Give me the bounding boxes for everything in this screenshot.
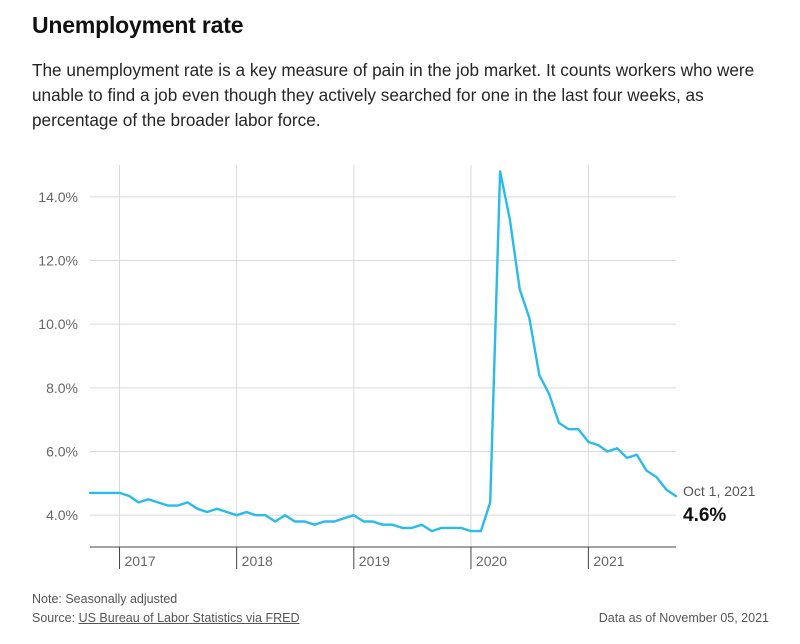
y-tick-label: 4.0% <box>46 507 78 523</box>
series-line <box>88 170 678 533</box>
y-axis-ticks: 4.0% 6.0% 8.0% 10.0% 12.0% 14.0% <box>38 189 78 523</box>
x-tick-label: 2020 <box>476 553 507 569</box>
end-annotation-value: 4.6% <box>683 505 726 526</box>
x-tick-label: 2017 <box>125 553 156 569</box>
chart-title: Unemployment rate <box>32 12 244 38</box>
y-tick-label: 10.0% <box>38 316 78 332</box>
x-axis-ticks: 2017 2018 2019 2020 2021 <box>119 547 625 569</box>
grid-lines <box>90 165 676 548</box>
footnote: Note: Seasonally adjusted <box>32 592 178 606</box>
y-tick-label: 14.0% <box>38 189 78 205</box>
y-tick-label: 12.0% <box>38 253 78 269</box>
source-link[interactable]: US Bureau of Labor Statistics via FRED <box>78 611 300 625</box>
x-tick-label: 2021 <box>593 553 624 569</box>
end-annotation-date: Oct 1, 2021 <box>683 483 756 499</box>
data-as-of: Data as of November 05, 2021 <box>598 611 769 625</box>
source-line: Source: US Bureau of Labor Statistics vi… <box>32 611 300 625</box>
chart-description: The unemployment rate is a key measure o… <box>32 60 755 130</box>
y-tick-label: 6.0% <box>46 444 78 460</box>
x-tick-label: 2018 <box>242 553 273 569</box>
source-prefix: Source: <box>32 611 79 625</box>
x-tick-label: 2019 <box>359 553 390 569</box>
y-tick-label: 8.0% <box>46 380 78 396</box>
